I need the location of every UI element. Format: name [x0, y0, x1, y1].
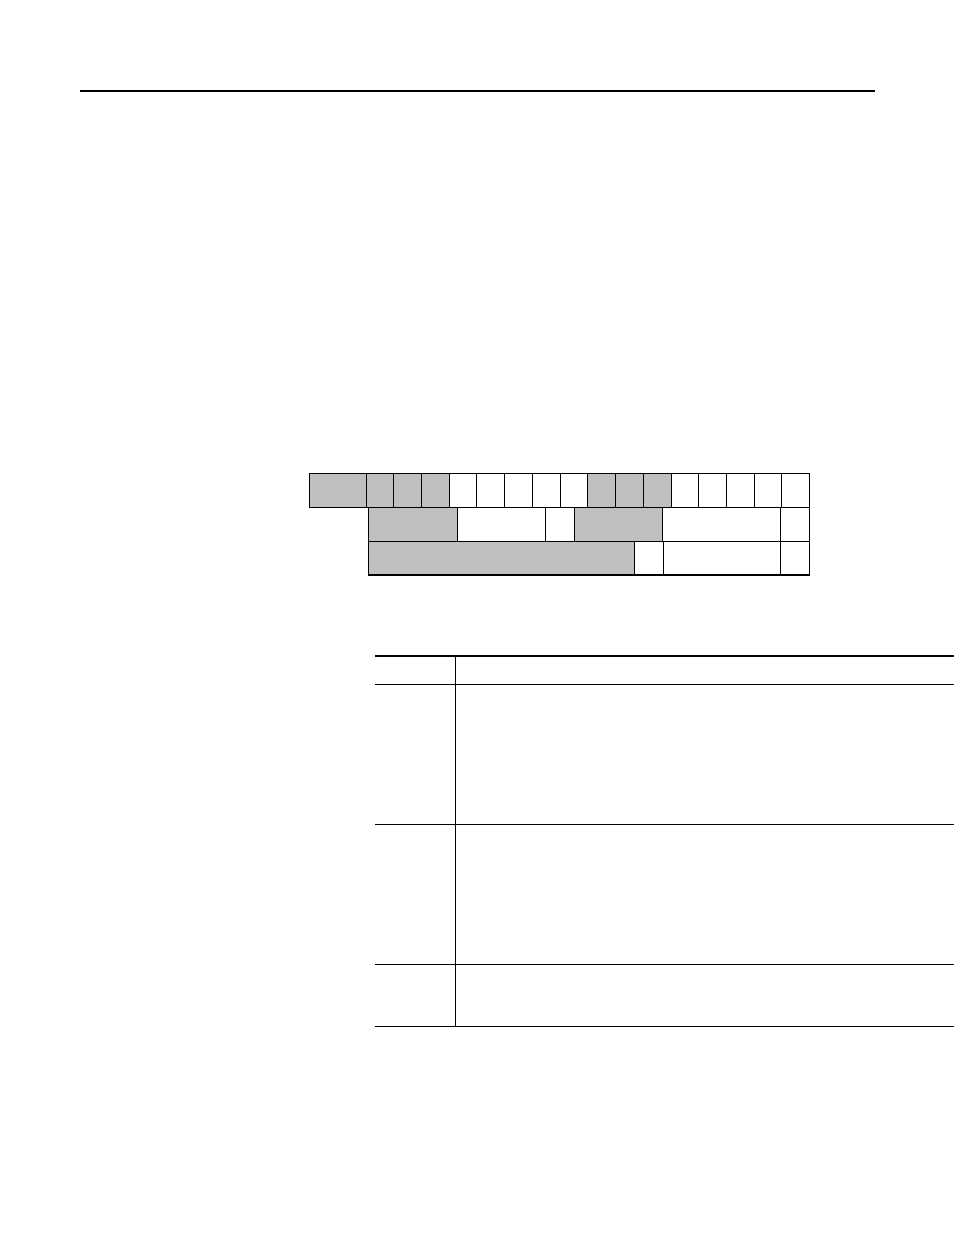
- register-bit-diagram: [310, 474, 810, 576]
- bit-row-2: [310, 508, 810, 542]
- bit-cell: [421, 473, 450, 508]
- bit-cell: [698, 473, 727, 508]
- column-divider: [455, 965, 456, 1026]
- table-header-row: [375, 657, 954, 685]
- field-description-table: [375, 655, 954, 1027]
- bit-cell: [393, 473, 422, 508]
- bit-cell: [671, 473, 700, 508]
- bit-cell: [662, 507, 781, 542]
- bit-cell: [368, 507, 458, 542]
- bit-cell: [781, 473, 810, 508]
- row-indent: [310, 508, 369, 542]
- bit-cell: [634, 541, 664, 576]
- bit-cell: [457, 507, 547, 542]
- bit-cell: [587, 473, 616, 508]
- bit-cell: [780, 507, 810, 542]
- column-divider: [455, 657, 456, 684]
- table-row: [375, 825, 954, 965]
- bit-cell: [560, 473, 589, 508]
- bit-cell: [449, 473, 478, 508]
- bit-cell: [726, 473, 755, 508]
- table-row: [375, 685, 954, 825]
- bit-cell: [663, 541, 782, 576]
- bit-cell: [615, 473, 644, 508]
- bit-cell: [366, 473, 395, 508]
- bit-cell: [368, 541, 635, 576]
- bit-cell: [545, 507, 575, 542]
- bit-row-1: [310, 474, 810, 508]
- bit-cell: [309, 473, 367, 508]
- bit-cell: [532, 473, 561, 508]
- row-indent: [310, 542, 369, 576]
- bit-cell: [643, 473, 672, 508]
- bit-cell: [476, 473, 505, 508]
- bit-cell: [504, 473, 533, 508]
- table-row: [375, 965, 954, 1027]
- column-divider: [455, 685, 456, 824]
- bit-cell: [574, 507, 664, 542]
- header-rule: [80, 90, 875, 92]
- bit-cell: [754, 473, 783, 508]
- bit-row-3: [310, 542, 810, 576]
- bit-cell: [780, 541, 810, 576]
- column-divider: [455, 825, 456, 964]
